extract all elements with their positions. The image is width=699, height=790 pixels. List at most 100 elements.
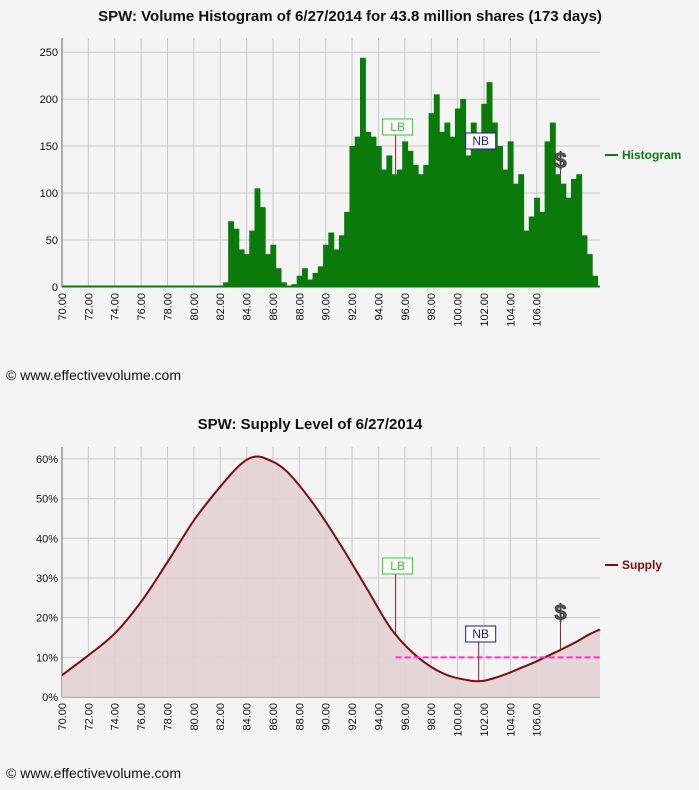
y-tick-label: 150 [40, 141, 58, 153]
y-tick-label: 0% [42, 692, 58, 704]
histogram-bar [502, 169, 509, 287]
histogram-bar [534, 197, 540, 287]
histogram-bar [354, 136, 361, 287]
histogram-bar [444, 122, 451, 287]
x-tick-label: 92.00 [347, 703, 359, 731]
nb-marker-box [465, 625, 497, 643]
lb-marker-label: LB [390, 559, 405, 573]
histogram-bar [275, 268, 282, 287]
histogram-chart: SPW: Volume Histogram of 6/27/2014 for 4… [40, 8, 682, 327]
histogram-bar [402, 141, 409, 287]
supply-area [61, 455, 601, 697]
nb-marker-label: NB [472, 134, 489, 148]
x-tick-label: 94.00 [373, 703, 385, 731]
x-tick-label: 106.00 [532, 703, 544, 737]
x-tick-label: 84.00 [242, 703, 254, 731]
nb-marker-box [465, 132, 497, 150]
histogram-bar [423, 164, 430, 287]
histogram-bar [428, 113, 435, 287]
x-tick-label: 70.00 [57, 703, 69, 731]
histogram-bar [454, 108, 461, 287]
histogram-bar [523, 230, 530, 287]
x-tick-label: 106.00 [532, 293, 544, 327]
histogram-bar [381, 169, 387, 287]
lb-marker-box [382, 557, 414, 575]
x-tick-label: 100.00 [453, 293, 465, 327]
histogram-bar [323, 244, 329, 287]
histogram-bar [243, 254, 250, 287]
x-tick-label: 88.00 [294, 293, 306, 321]
x-tick-label: 74.00 [110, 293, 122, 321]
histogram-bar [570, 178, 577, 287]
histogram-bar [433, 94, 440, 288]
histogram-bar [396, 169, 403, 287]
histogram-bar [317, 266, 324, 287]
y-tick-label: 50 [46, 235, 58, 247]
copyright-bottom: © www.effectivevolume.com [6, 765, 181, 781]
histogram-bar [412, 164, 419, 287]
copyright-top: © www.effectivevolume.com [6, 367, 181, 383]
supply-chart: SPW: Supply Level of 6/27/2014 70.00 72.0… [36, 416, 662, 737]
histogram-bar [439, 131, 446, 287]
histogram-bar [476, 146, 482, 287]
histogram-bar [512, 183, 519, 287]
supply-legend[interactable]: Supply [605, 558, 662, 572]
y-tick-label: 250 [40, 47, 58, 59]
y-tick-label: 50% [36, 494, 58, 506]
histogram-bar [370, 136, 377, 287]
x-tick-label: 72.00 [83, 703, 95, 731]
y-tick-label: 60% [36, 454, 58, 466]
histogram-legend[interactable]: Histogram [605, 148, 681, 162]
histogram-title: SPW: Volume Histogram of 6/27/2014 for 4… [98, 8, 602, 25]
y-tick-label: 20% [36, 613, 58, 625]
histogram-bar [507, 141, 514, 287]
supply-annotations: LB NB $ [382, 557, 567, 681]
lb-marker-box [382, 118, 414, 136]
y-tick-label: 100 [40, 188, 58, 200]
y-tick-label: 200 [40, 94, 58, 106]
histogram-bar [254, 188, 261, 287]
y-tick-label: 0 [52, 282, 58, 294]
dollar-marker: $ [554, 600, 566, 625]
histogram-bar [581, 235, 588, 287]
supply-title: SPW: Supply Level of 6/27/2014 [198, 416, 423, 433]
x-tick-label: 76.00 [136, 703, 148, 731]
histogram-bar [491, 122, 498, 287]
x-tick-label: 82.00 [215, 703, 227, 731]
y-tick-label: 30% [36, 573, 58, 585]
histogram-bar [360, 57, 366, 288]
histogram-bar [238, 249, 245, 287]
histogram-bar [249, 230, 256, 287]
y-tick-label: 10% [36, 652, 58, 664]
x-tick-label: 70.00 [57, 293, 69, 321]
lb-marker-label: LB [390, 120, 405, 134]
x-tick-label: 76.00 [136, 293, 148, 321]
x-tick-label: 102.00 [479, 293, 491, 327]
x-tick-label: 78.00 [162, 293, 174, 321]
histogram-bar [449, 136, 456, 287]
histogram-ticks: 70.00 72.00 74.00 76.00 78.00 80.00 82.00 84.00… [40, 47, 544, 327]
histogram-bar [259, 207, 266, 287]
histogram-bar [407, 150, 414, 287]
histogram-bar [465, 155, 472, 287]
x-tick-label: 100.00 [453, 703, 465, 737]
histogram-bar [555, 174, 562, 287]
histogram-bar [280, 282, 287, 287]
histogram-bar [270, 244, 277, 287]
x-tick-label: 88.00 [294, 703, 306, 731]
supply-ticks: 70.00 72.00 74.00 76.00 78.00 80.00 82.00 84.00… [36, 454, 544, 737]
histogram-bar [391, 174, 398, 287]
histogram-bar [291, 284, 298, 287]
histogram-bar [344, 211, 351, 287]
x-tick-label: 78.00 [162, 703, 174, 731]
x-tick-label: 96.00 [400, 703, 412, 731]
x-tick-label: 84.00 [242, 293, 254, 321]
supply-legend-label: Supply [622, 558, 662, 572]
histogram-bar [565, 197, 572, 287]
x-tick-label: 90.00 [321, 703, 333, 731]
histogram-bar [497, 146, 504, 287]
histogram-bar [375, 146, 382, 287]
histogram-bar [349, 146, 356, 287]
x-tick-label: 96.00 [400, 293, 412, 321]
histogram-bar [481, 103, 488, 287]
